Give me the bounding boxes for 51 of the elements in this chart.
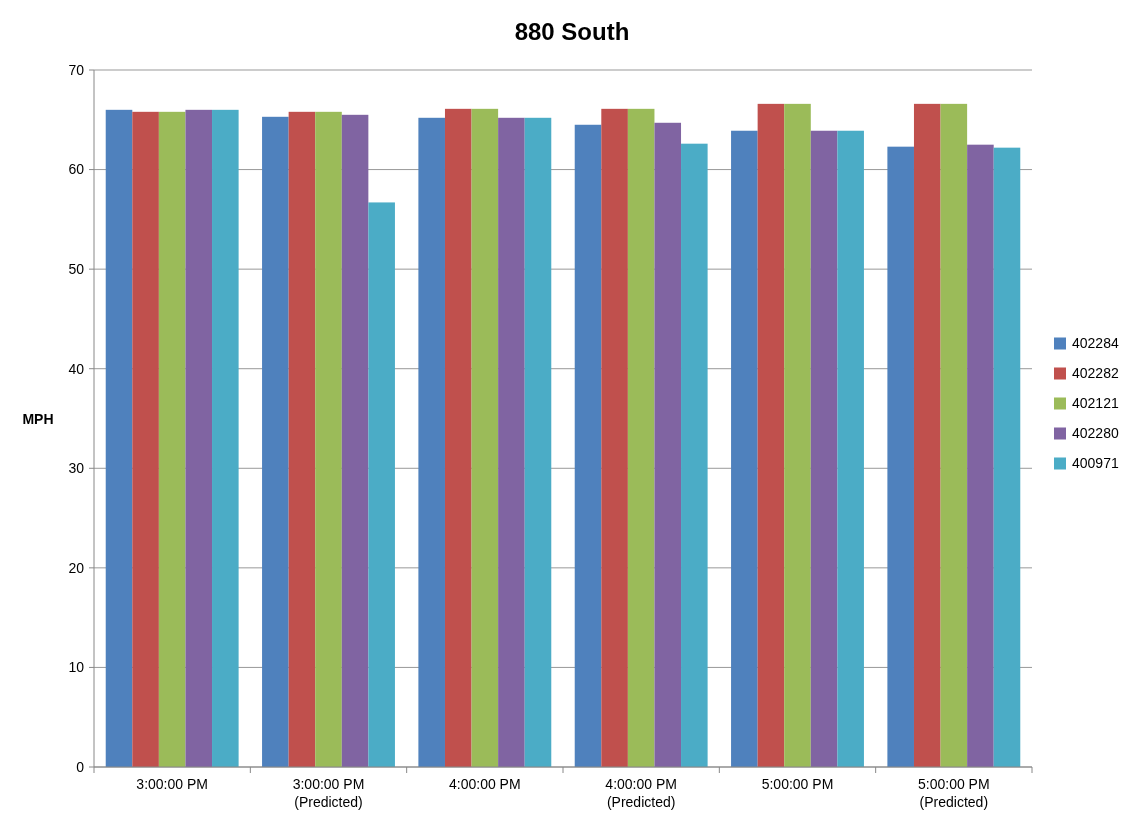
bar	[524, 117, 552, 767]
bar	[627, 108, 655, 767]
bar	[757, 103, 785, 767]
bar	[913, 103, 941, 767]
y-tick-label: 70	[68, 61, 85, 78]
y-tick-label: 60	[68, 161, 85, 178]
bar	[368, 202, 395, 767]
y-tick-label: 0	[76, 758, 85, 775]
bar	[315, 111, 342, 767]
bar	[444, 108, 472, 767]
chart-title: 880 South	[514, 18, 630, 45]
bar	[341, 114, 369, 767]
bar	[810, 130, 838, 767]
legend-label: 402282	[1072, 365, 1119, 382]
bar	[262, 116, 289, 767]
bar	[993, 147, 1021, 767]
legend-label: 402121	[1072, 395, 1119, 412]
legend-label: 402280	[1072, 425, 1119, 442]
legend-label: 400971	[1072, 455, 1119, 472]
x-tick-label: 4:00:00 PM (Predicted)	[605, 776, 677, 810]
x-tick-label: 5:00:00 PM (Predicted)	[918, 776, 990, 810]
bar	[574, 124, 602, 767]
bar	[601, 108, 628, 767]
x-tick-label: 3:00:00 PM (Predicted)	[292, 776, 365, 810]
bar	[418, 117, 445, 767]
bar	[654, 122, 682, 767]
bar	[887, 146, 914, 767]
bar	[681, 143, 708, 767]
bar	[158, 111, 186, 767]
x-tick-label: 5:00:00 PM	[761, 776, 834, 792]
bar	[212, 109, 239, 767]
bar	[132, 111, 159, 767]
bar	[498, 117, 525, 767]
y-tick-label: 10	[68, 659, 85, 676]
legend-label: 402284	[1072, 335, 1119, 352]
y-tick-label: 50	[68, 261, 85, 278]
bar	[288, 111, 316, 767]
bar	[940, 103, 968, 767]
y-tick-label: 20	[68, 559, 85, 576]
x-tick-label: 4:00:00 PM	[449, 776, 521, 792]
bar	[784, 103, 811, 767]
y-axis-title: MPH	[22, 410, 54, 427]
y-tick-label: 40	[68, 360, 85, 377]
y-tick-label: 30	[68, 460, 85, 477]
x-tick-label: 3:00:00 PM	[136, 776, 208, 792]
bar	[731, 130, 758, 767]
bar	[967, 144, 994, 767]
bar	[837, 130, 864, 767]
bar	[471, 108, 499, 767]
bar	[105, 109, 133, 767]
bar	[185, 109, 213, 767]
